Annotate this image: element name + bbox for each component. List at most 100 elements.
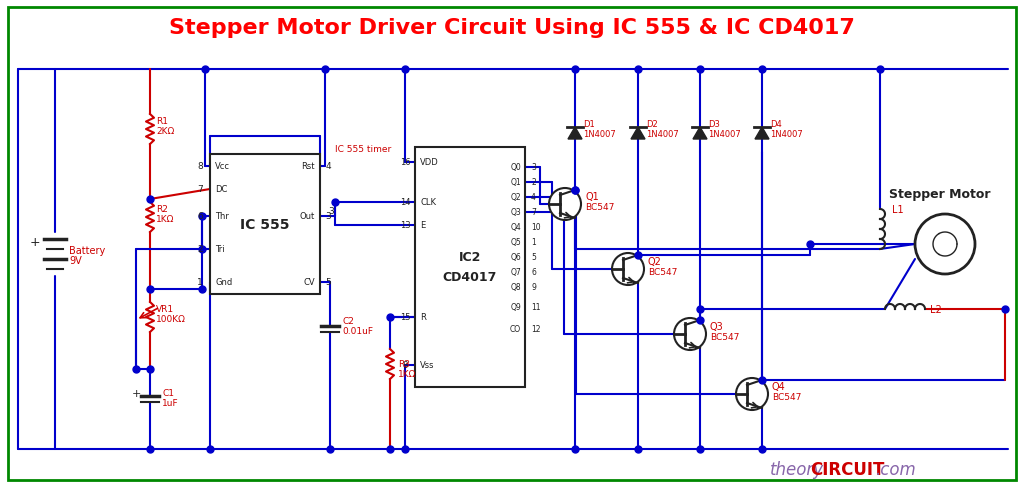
Text: 15: 15 <box>399 313 411 322</box>
Text: 6: 6 <box>198 212 203 221</box>
Text: Stepper Motor Driver Circuit Using IC 555 & IC CD4017: Stepper Motor Driver Circuit Using IC 55… <box>169 18 855 38</box>
Text: 8: 8 <box>198 162 203 171</box>
Text: R: R <box>420 313 426 322</box>
Bar <box>210 155 321 294</box>
Text: IC2: IC2 <box>459 251 481 264</box>
Text: CV: CV <box>303 278 315 287</box>
Polygon shape <box>693 128 707 140</box>
Text: 1: 1 <box>531 238 536 247</box>
Text: 2KΩ: 2KΩ <box>156 127 174 136</box>
Text: Q5: Q5 <box>510 238 521 247</box>
Text: CIRCUIT: CIRCUIT <box>810 460 885 478</box>
Circle shape <box>915 215 975 274</box>
Text: C2: C2 <box>342 317 354 326</box>
Text: Stepper Motor: Stepper Motor <box>889 188 991 201</box>
Text: 1KΩ: 1KΩ <box>398 370 417 379</box>
Text: D2: D2 <box>646 120 657 129</box>
Text: 5: 5 <box>326 278 331 287</box>
Polygon shape <box>755 128 769 140</box>
Text: 0.01uF: 0.01uF <box>342 327 373 336</box>
Text: E: E <box>420 221 425 230</box>
Text: 8: 8 <box>402 361 408 370</box>
Text: theory: theory <box>770 460 824 478</box>
Text: 4: 4 <box>326 162 331 171</box>
Text: Q1: Q1 <box>585 192 599 202</box>
Text: CD4017: CD4017 <box>442 271 498 284</box>
Text: 9V: 9V <box>69 256 82 265</box>
Text: +: + <box>131 388 140 398</box>
Circle shape <box>549 189 581 221</box>
Text: VDD: VDD <box>420 158 438 167</box>
Text: 16: 16 <box>399 158 411 167</box>
Text: Q6: Q6 <box>510 253 521 262</box>
Text: IC 555 timer: IC 555 timer <box>335 145 391 154</box>
Text: 100KΩ: 100KΩ <box>156 315 186 324</box>
Circle shape <box>612 253 644 285</box>
Text: 13: 13 <box>399 221 411 230</box>
Text: 1N4007: 1N4007 <box>583 130 615 139</box>
Text: R1: R1 <box>156 117 168 126</box>
Text: Out: Out <box>300 212 315 221</box>
Text: 1uF: 1uF <box>162 399 178 407</box>
Text: Q2: Q2 <box>648 257 662 266</box>
Text: D3: D3 <box>708 120 720 129</box>
Text: Battery: Battery <box>69 245 105 256</box>
Bar <box>415 148 525 387</box>
Text: D4: D4 <box>770 120 781 129</box>
Text: Q4: Q4 <box>510 223 521 232</box>
Text: BC547: BC547 <box>648 268 677 277</box>
Text: BC547: BC547 <box>710 333 739 342</box>
Text: 1: 1 <box>198 278 203 287</box>
Text: 6: 6 <box>531 268 536 277</box>
Text: +: + <box>30 236 40 249</box>
Text: C1: C1 <box>162 389 174 398</box>
Polygon shape <box>568 128 582 140</box>
Text: 12: 12 <box>531 325 541 334</box>
Text: 5: 5 <box>531 253 536 262</box>
Text: IC 555: IC 555 <box>241 218 290 231</box>
Text: Vcc: Vcc <box>215 162 230 171</box>
Text: 11: 11 <box>531 303 541 312</box>
Text: 1N4007: 1N4007 <box>770 130 803 139</box>
Text: 3: 3 <box>326 212 331 221</box>
Text: 4: 4 <box>531 193 536 202</box>
Text: 7: 7 <box>531 208 536 217</box>
Text: Tri: Tri <box>215 245 224 254</box>
Text: L1: L1 <box>892 204 903 215</box>
Text: 2: 2 <box>198 245 203 254</box>
Text: BC547: BC547 <box>772 393 802 402</box>
Text: Q4: Q4 <box>772 381 785 391</box>
Text: Q3: Q3 <box>710 321 724 331</box>
Text: R3: R3 <box>398 360 410 369</box>
Text: Thr: Thr <box>215 212 229 221</box>
Text: Vss: Vss <box>420 361 434 370</box>
Text: Q0: Q0 <box>510 163 521 172</box>
Text: 10: 10 <box>531 223 541 232</box>
Circle shape <box>736 378 768 410</box>
Text: .com: .com <box>874 460 915 478</box>
Text: Q3: Q3 <box>510 208 521 217</box>
Text: 1KΩ: 1KΩ <box>156 215 174 224</box>
Text: 3: 3 <box>328 207 334 216</box>
Text: Q8: Q8 <box>510 283 521 292</box>
Text: R2: R2 <box>156 205 168 214</box>
Text: Gnd: Gnd <box>215 278 232 287</box>
Text: 7: 7 <box>198 185 203 194</box>
Text: Q2: Q2 <box>510 193 521 202</box>
Polygon shape <box>631 128 645 140</box>
Text: Q9: Q9 <box>510 303 521 312</box>
Text: 14: 14 <box>399 198 411 207</box>
Text: Q7: Q7 <box>510 268 521 277</box>
Text: D1: D1 <box>583 120 595 129</box>
Text: BC547: BC547 <box>585 203 614 212</box>
Text: VR1: VR1 <box>156 305 174 314</box>
Circle shape <box>674 318 706 350</box>
Text: Rst: Rst <box>301 162 315 171</box>
Text: 1N4007: 1N4007 <box>708 130 740 139</box>
Text: 9: 9 <box>531 283 536 292</box>
Text: Q1: Q1 <box>510 178 521 187</box>
Text: L2: L2 <box>930 305 942 314</box>
Text: CLK: CLK <box>420 198 436 207</box>
Text: 2: 2 <box>531 178 536 187</box>
Text: DC: DC <box>215 185 227 194</box>
